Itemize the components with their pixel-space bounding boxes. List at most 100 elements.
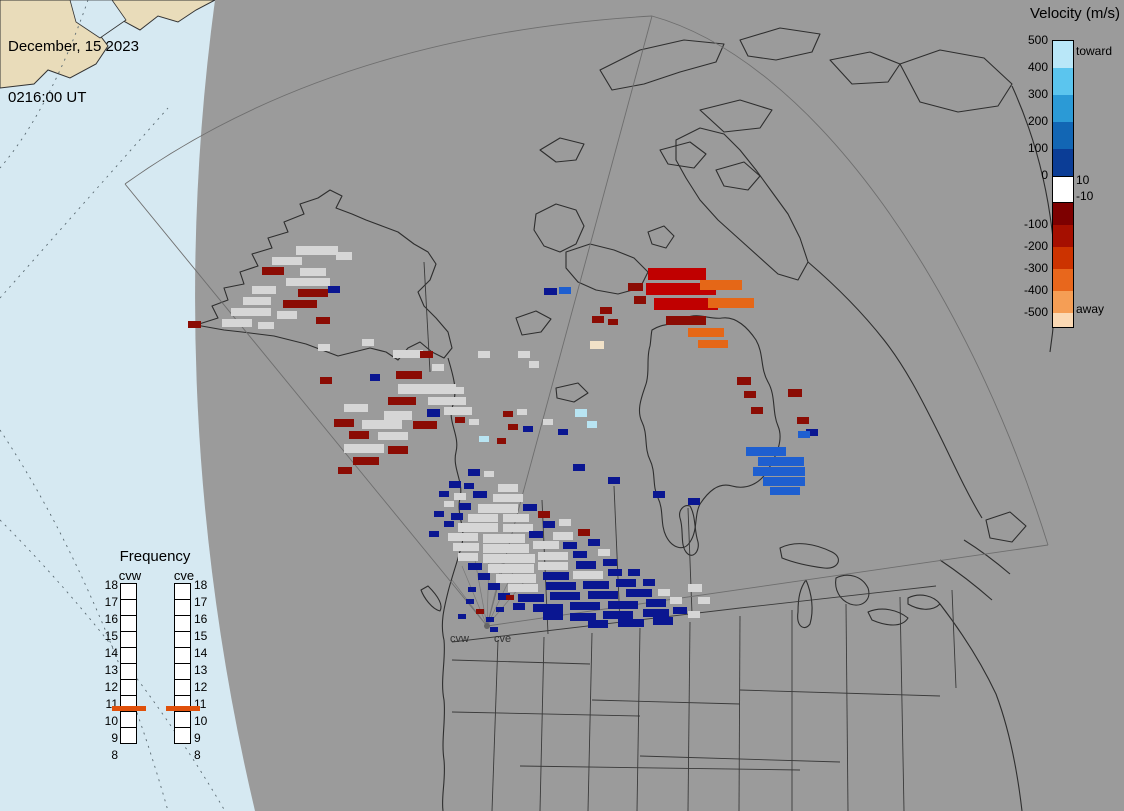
frequency-cell bbox=[120, 631, 137, 648]
data-cell bbox=[483, 554, 535, 563]
frequency-column-label-cvw: cvw bbox=[118, 568, 142, 583]
toward-label: toward bbox=[1076, 44, 1113, 58]
data-cell bbox=[344, 444, 384, 453]
frequency-tick-label: 10 bbox=[194, 714, 208, 728]
data-cell bbox=[543, 612, 563, 620]
date-time-label: December, 15 2023 0216:00 UT bbox=[8, 4, 139, 140]
data-cell bbox=[770, 487, 800, 495]
data-cell bbox=[451, 513, 463, 520]
data-cell bbox=[498, 484, 518, 492]
time-line: 0216:00 UT bbox=[8, 89, 87, 106]
frequency-tick-label: 17 bbox=[194, 595, 208, 609]
data-cell bbox=[338, 467, 352, 474]
data-cell bbox=[646, 599, 666, 607]
radar-data-layer bbox=[188, 246, 818, 632]
data-cell bbox=[272, 257, 302, 265]
data-cell bbox=[497, 438, 506, 444]
data-cell bbox=[298, 289, 328, 297]
data-cell bbox=[546, 582, 576, 590]
velocity-tick-label: 300 bbox=[1027, 87, 1048, 101]
velocity-tick-label: 400 bbox=[1027, 60, 1048, 74]
data-cell bbox=[458, 523, 498, 532]
data-cell bbox=[459, 503, 471, 510]
data-cell bbox=[428, 397, 466, 405]
frequency-panel: Frequency cvw cve 18 18 17 17 16 16 15 15 14 14 13… bbox=[100, 546, 230, 786]
data-cell bbox=[393, 350, 423, 358]
data-cell bbox=[798, 431, 810, 438]
colorbar-segment bbox=[1053, 225, 1073, 247]
velocity-tick-label: -100 bbox=[1023, 217, 1048, 231]
data-cell bbox=[496, 607, 504, 612]
data-cell bbox=[698, 597, 710, 604]
data-cell bbox=[222, 319, 252, 327]
data-cell bbox=[570, 613, 596, 621]
data-cell bbox=[473, 491, 487, 498]
velocity-tick-label: 0 bbox=[1041, 168, 1048, 182]
data-cell bbox=[488, 583, 500, 590]
data-cell bbox=[592, 316, 604, 323]
data-cell bbox=[608, 569, 622, 576]
data-cell bbox=[384, 411, 412, 420]
velocity-tick-label: -10 bbox=[1076, 189, 1094, 203]
data-cell bbox=[243, 297, 271, 305]
data-cell bbox=[413, 421, 437, 429]
border-paths bbox=[423, 261, 957, 811]
frequency-tick-label: 12 bbox=[104, 680, 118, 694]
data-cell bbox=[486, 617, 494, 622]
frequency-tick-label: 10 bbox=[104, 714, 118, 728]
frequency-tick-label: 16 bbox=[194, 612, 208, 626]
frequency-cell bbox=[174, 679, 191, 696]
data-cell bbox=[688, 498, 700, 505]
data-cell bbox=[468, 587, 476, 592]
data-cell bbox=[583, 581, 609, 589]
data-cell bbox=[478, 573, 490, 580]
data-cell bbox=[543, 521, 555, 528]
colorbar-segment bbox=[1053, 95, 1073, 122]
frequency-tick-label: 12 bbox=[194, 680, 208, 694]
data-cell bbox=[616, 579, 636, 587]
coastal-bay bbox=[69, 0, 127, 39]
frequency-bar-cvw bbox=[120, 583, 137, 744]
frequency-cell bbox=[174, 727, 191, 744]
data-cell bbox=[318, 344, 330, 351]
data-cell bbox=[517, 409, 527, 415]
frequency-tick-label: 14 bbox=[194, 646, 208, 660]
data-cell bbox=[598, 549, 610, 556]
frequency-tick-label: 15 bbox=[104, 629, 118, 643]
data-cell bbox=[490, 627, 498, 632]
data-cell bbox=[737, 377, 751, 385]
data-cell bbox=[575, 409, 587, 417]
data-cell bbox=[518, 351, 530, 358]
data-cell bbox=[262, 267, 284, 275]
data-cell bbox=[353, 457, 379, 465]
data-cell bbox=[673, 607, 687, 614]
data-cell bbox=[708, 298, 754, 308]
frequency-cell bbox=[174, 663, 191, 680]
data-cell bbox=[529, 361, 539, 368]
data-cell bbox=[744, 391, 756, 398]
data-cell bbox=[626, 589, 652, 597]
data-cell bbox=[646, 283, 716, 295]
data-cell bbox=[508, 584, 538, 592]
date-line: December, 15 2023 bbox=[8, 38, 139, 55]
data-cell bbox=[658, 589, 670, 596]
data-cell bbox=[468, 563, 482, 570]
data-cell bbox=[455, 417, 465, 423]
data-cell bbox=[493, 494, 523, 502]
data-cell bbox=[506, 595, 514, 600]
data-cell bbox=[349, 431, 369, 439]
data-cell bbox=[483, 534, 525, 543]
data-cell bbox=[578, 529, 590, 536]
data-cell bbox=[328, 286, 340, 293]
colorbar-segment bbox=[1053, 269, 1073, 291]
data-cell bbox=[231, 308, 271, 316]
data-cell bbox=[666, 316, 706, 325]
data-cell bbox=[533, 604, 563, 612]
data-cell bbox=[603, 611, 633, 619]
data-cell bbox=[653, 491, 665, 498]
data-cell bbox=[444, 521, 454, 527]
data-cell bbox=[559, 287, 571, 294]
colorbar-segment bbox=[1053, 313, 1073, 327]
data-cell bbox=[316, 317, 330, 324]
